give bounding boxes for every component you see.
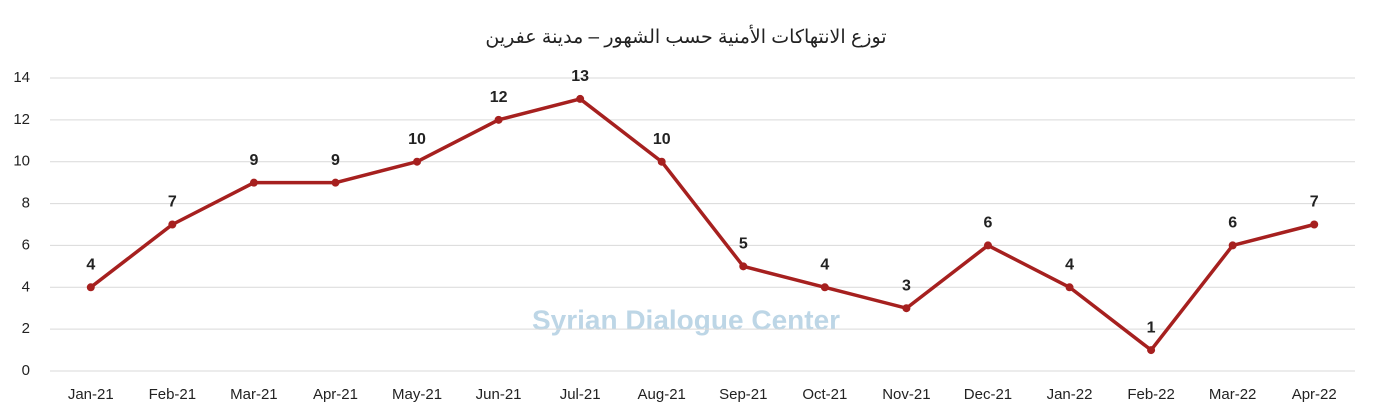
point	[902, 304, 911, 313]
y-tick-label: 4	[22, 278, 30, 295]
point	[739, 262, 748, 271]
point	[168, 220, 177, 229]
y-tick-label: 14	[13, 69, 30, 86]
x-tick-label: Nov-21	[882, 386, 930, 403]
point	[413, 157, 422, 166]
point	[249, 178, 258, 187]
point	[1228, 241, 1237, 250]
chart-title: توزع الانتهاكات الأمنية حسب الشهور – مدي…	[485, 25, 886, 48]
x-tick-label: Oct-21	[802, 386, 847, 403]
data-label: 4	[86, 257, 95, 274]
line	[89, 97, 1315, 352]
x-tick-label: Apr-22	[1292, 386, 1337, 403]
x-tick-label: Mar-22	[1209, 386, 1257, 403]
data-label: 3	[902, 277, 911, 294]
data-label: 7	[168, 194, 177, 211]
point	[983, 241, 992, 250]
data-label: 4	[820, 257, 829, 274]
data-label: 7	[1310, 194, 1319, 211]
point	[576, 94, 585, 103]
point	[331, 178, 340, 187]
x-tick-label: Dec-21	[964, 386, 1012, 403]
y-tick-label: 12	[13, 111, 30, 128]
point	[1310, 220, 1319, 229]
x-tick-label: Apr-21	[313, 386, 358, 403]
point	[494, 115, 503, 124]
data-label: 9	[249, 152, 258, 169]
watermark: Syrian Dialogue Center	[532, 304, 840, 335]
data-label: 6	[1228, 215, 1237, 232]
x-tick-label: Jan-21	[68, 386, 114, 403]
x-tick-label: Jun-21	[476, 386, 522, 403]
data-label: 9	[331, 152, 340, 169]
x-tick-label: Feb-21	[149, 386, 197, 403]
y-tick-label: 10	[13, 153, 30, 170]
x-tick-label: Jan-22	[1047, 386, 1093, 403]
data-label: 10	[408, 131, 426, 148]
point	[657, 157, 666, 166]
x-tick-label: Mar-21	[230, 386, 278, 403]
point	[1147, 346, 1156, 355]
x-tick-label: Feb-22	[1127, 386, 1175, 403]
x-tick-label: Sep-21	[719, 386, 767, 403]
x-tick-label: Jul-21	[560, 386, 601, 403]
point	[86, 283, 95, 292]
data-label: 6	[984, 215, 993, 232]
data-label: 1	[1147, 319, 1156, 336]
data-label: 13	[571, 68, 589, 85]
data-label: 12	[490, 89, 508, 106]
x-tick-label: Aug-21	[638, 386, 686, 403]
y-tick-label: 6	[22, 236, 30, 253]
x-tick-label: May-21	[392, 386, 442, 403]
data-label: 10	[653, 131, 671, 148]
data-label: 5	[739, 236, 748, 253]
y-tick-label: 0	[22, 362, 30, 379]
y-tick-label: 2	[22, 320, 30, 337]
point	[1065, 283, 1074, 292]
y-tick-label: 8	[22, 195, 30, 212]
data-label: 4	[1065, 257, 1074, 274]
point	[820, 283, 829, 292]
